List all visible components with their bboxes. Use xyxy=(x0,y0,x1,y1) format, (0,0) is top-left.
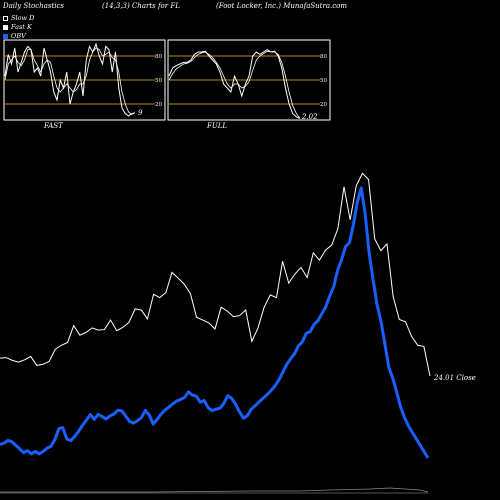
volume-line xyxy=(0,487,429,493)
panel-1-ytick-50: 50 xyxy=(320,78,327,84)
blue-square-icon xyxy=(3,34,8,39)
panel-0-ytick-80: 80 xyxy=(155,54,162,60)
hollow-square-icon xyxy=(3,16,8,21)
price-line xyxy=(0,172,431,377)
panel-1-ytick-20: 20 xyxy=(320,102,327,108)
panel-0-ytick-20: 20 xyxy=(155,102,162,108)
obv-line xyxy=(0,186,430,459)
legend: Slow D Fast K OBV xyxy=(3,14,34,41)
full-panel-label: FULL xyxy=(207,122,228,130)
chart-header-middle: (14,3,3) Charts for FL xyxy=(102,2,180,10)
legend-entry-slow-d: Slow D xyxy=(3,14,34,23)
panel-0-ytick-50: 50 xyxy=(155,78,162,84)
chart-header-right: (Foot Locker, Inc.) MunafaSutra.com xyxy=(216,2,347,10)
panel-1-last-value: 2.02 xyxy=(301,113,318,121)
panel-1-series-slow-d xyxy=(168,50,301,119)
legend-entry-fast-k: Fast K xyxy=(3,23,34,32)
fast-panel-label: FAST xyxy=(44,122,63,130)
panel-0-series-fast-k xyxy=(4,42,136,117)
panel-0-last-value: 9 xyxy=(138,109,143,117)
panel-1-ytick-80: 80 xyxy=(320,54,327,60)
legend-entry-obv: OBV xyxy=(3,32,34,41)
legend-label-fast-k: Fast K xyxy=(11,23,32,31)
legend-label-slow-d: Slow D xyxy=(11,14,35,22)
chart-header-left: Daily Stochastics xyxy=(3,2,65,10)
filled-square-icon xyxy=(3,25,8,30)
close-price-label: 24.01 Close xyxy=(433,374,476,382)
legend-label-obv: OBV xyxy=(11,32,26,40)
panel-1-series-fast-k xyxy=(168,49,301,119)
panel-0-series-slow-d xyxy=(4,47,136,115)
